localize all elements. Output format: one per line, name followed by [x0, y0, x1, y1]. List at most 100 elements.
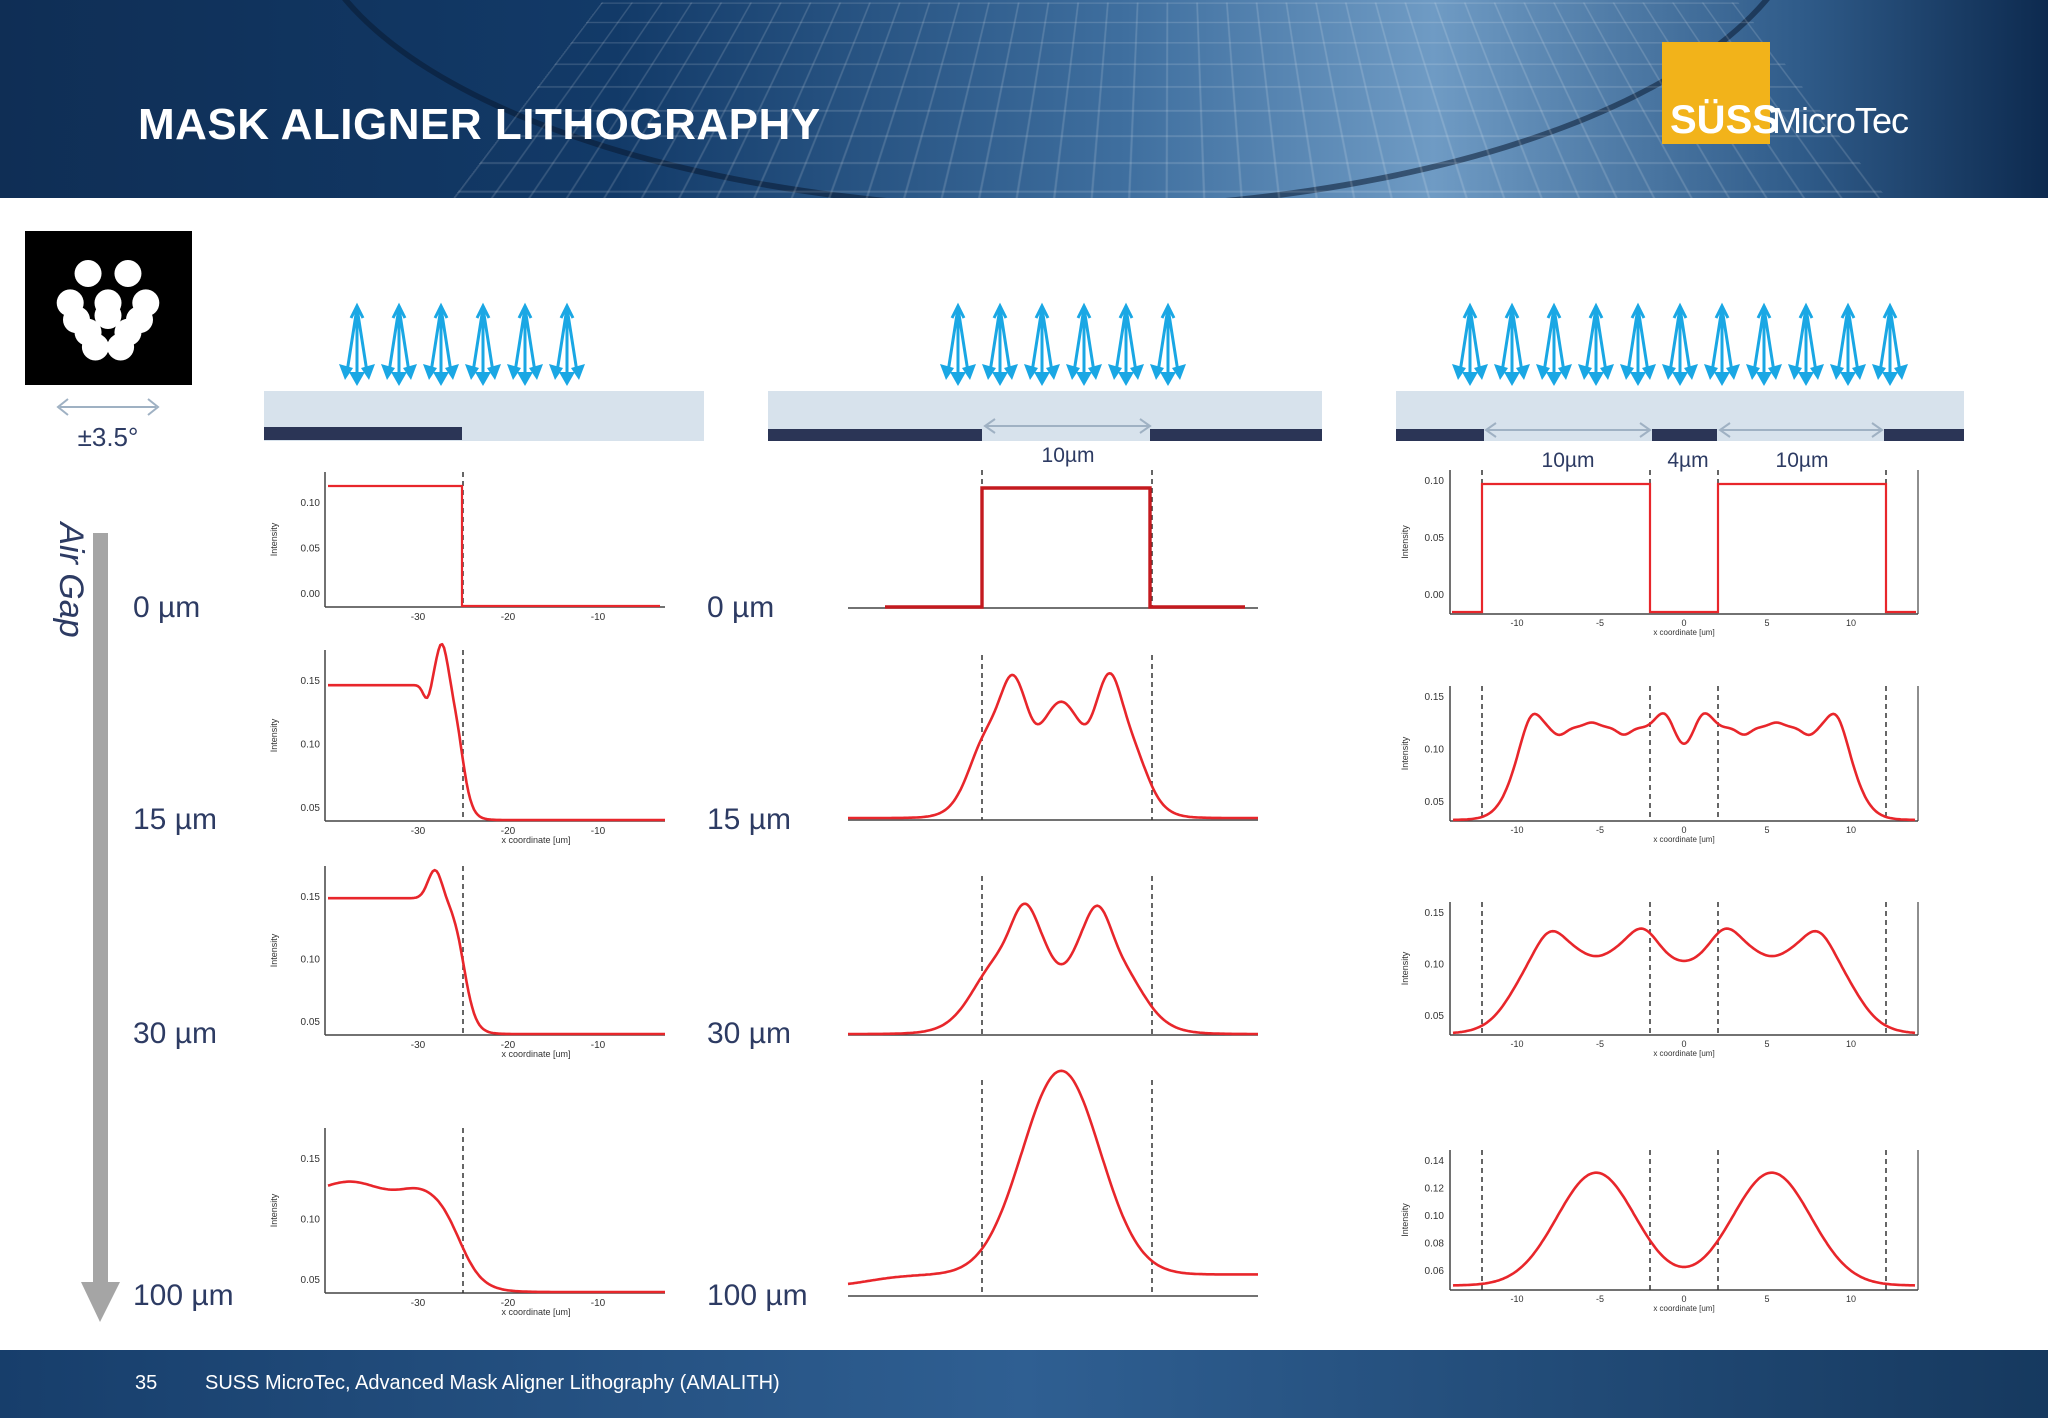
light-ray-head	[1160, 372, 1176, 386]
plot-left-ytick: 0.05	[301, 803, 321, 814]
light-arrow-mid	[1108, 306, 1144, 386]
plot-right-ytick: 0.10	[1425, 1211, 1445, 1222]
aperture-dot	[95, 302, 122, 329]
curve-mid-30um	[848, 904, 1258, 1034]
light-arrow-right	[1662, 306, 1698, 386]
plot-left-ylabel: Intensity	[269, 522, 279, 556]
plot-right-ytick: 0.06	[1425, 1266, 1445, 1277]
plot-left-xlabel: x coordinate [um]	[501, 1049, 570, 1059]
plot-right-ylabel: Intensity	[1400, 951, 1410, 985]
light-arrow-left	[423, 306, 459, 386]
light-arrow-right	[1704, 306, 1740, 386]
light-ray-head	[349, 372, 365, 386]
gap-label-mid: 100 µm	[707, 1279, 808, 1312]
light-ray-head	[1588, 372, 1604, 386]
light-arrow-right	[1746, 306, 1782, 386]
curve-right-15um	[1453, 713, 1915, 820]
plot-right-ytick: 0.10	[1425, 960, 1445, 971]
plot-right-xtick: -10	[1510, 825, 1523, 835]
plot-right-ytick: 0.12	[1425, 1184, 1445, 1195]
light-ray-head	[1504, 372, 1520, 386]
page-number: 35	[135, 1372, 157, 1395]
plot-right-xtick: 0	[1681, 618, 1686, 628]
plot-left-ytick: 0.00	[301, 589, 321, 600]
aperture-dot	[82, 334, 109, 361]
aperture-dot	[75, 260, 102, 287]
light-ray-head	[391, 372, 407, 386]
plot-right-ytick: 0.05	[1425, 533, 1445, 544]
plot-left-ylabel: Intensity	[269, 933, 279, 967]
light-ray-head	[1882, 372, 1898, 386]
plot-left-xtick: -10	[591, 612, 606, 623]
light-ray-head	[1630, 372, 1646, 386]
plot-left-xlabel: x coordinate [um]	[501, 1307, 570, 1317]
dim-right-b-label: 4µm	[1667, 449, 1708, 472]
light-arrow-mid	[940, 306, 976, 386]
curve-left-15um	[328, 644, 665, 820]
gap-label-left: 0 µm	[133, 591, 200, 624]
curve-mid-0um	[885, 488, 1245, 607]
light-arrow-left	[549, 306, 585, 386]
light-ray-head	[1034, 372, 1050, 386]
plot-left-ylabel: Intensity	[269, 718, 279, 752]
curve-right-30um	[1453, 929, 1915, 1033]
light-arrow-right	[1578, 306, 1614, 386]
plot-right-ylabel: Intensity	[1400, 736, 1410, 770]
light-ray-head	[1118, 372, 1134, 386]
light-arrow-right	[1620, 306, 1656, 386]
aperture-dot	[114, 260, 141, 287]
gap-label-left: 30 µm	[133, 1017, 217, 1050]
plot-right-xtick: -5	[1596, 1294, 1604, 1304]
plot-right-xtick: -10	[1510, 618, 1523, 628]
light-arrow-right	[1536, 306, 1572, 386]
light-arrow-left	[381, 306, 417, 386]
plot-left-xtick: -30	[411, 826, 426, 837]
curve-right-100um	[1453, 1173, 1915, 1286]
air-gap-label: Air Gap	[52, 520, 90, 637]
gap-label-left: 15 µm	[133, 803, 217, 836]
mask-chrome-mid-a	[768, 429, 982, 441]
plot-right-ytick: 0.05	[1425, 1011, 1445, 1022]
light-arrow-right	[1872, 306, 1908, 386]
light-arrow-mid	[1024, 306, 1060, 386]
footer-text: SUSS MicroTec, Advanced Mask Aligner Lit…	[205, 1372, 780, 1395]
plot-right-xtick: 10	[1846, 1039, 1856, 1049]
plot-left-xtick: -30	[411, 612, 426, 623]
air-gap-arrow-shaft	[93, 533, 108, 1285]
light-ray-head	[1076, 372, 1092, 386]
plot-left-ytick: 0.05	[301, 1017, 321, 1028]
plot-right-ytick: 0.15	[1425, 908, 1445, 919]
aperture-dot	[126, 306, 153, 333]
aperture-dot	[63, 306, 90, 333]
curve-left-100um	[328, 1182, 665, 1292]
light-ray-head	[950, 372, 966, 386]
mask-chrome-right-b	[1652, 429, 1717, 441]
plot-left-ytick: 0.10	[301, 1215, 321, 1226]
light-ray-head	[517, 372, 533, 386]
plot-right-ytick: 0.14	[1425, 1156, 1445, 1167]
angle-label: ±3.5°	[78, 422, 139, 452]
plot-right-ytick: 0.08	[1425, 1239, 1445, 1250]
light-ray-head	[1546, 372, 1562, 386]
plot-right-xtick: 5	[1764, 1039, 1769, 1049]
curve-right-0um	[1452, 484, 1916, 612]
plot-right-ytick: 0.05	[1425, 797, 1445, 808]
light-arrow-left	[465, 306, 501, 386]
plot-left-ytick: 0.15	[301, 1154, 321, 1165]
mask-chrome-right-a	[1396, 429, 1484, 441]
dim-mid-label: 10µm	[1042, 444, 1095, 467]
light-ray-head	[1462, 372, 1478, 386]
light-arrow-right	[1830, 306, 1866, 386]
plot-right-xtick: 10	[1846, 618, 1856, 628]
light-arrow-mid	[1066, 306, 1102, 386]
plot-left-ytick: 0.10	[301, 740, 321, 751]
plot-left-ylabel: Intensity	[269, 1193, 279, 1227]
dim-right-a-label: 10µm	[1542, 449, 1595, 472]
light-ray-head	[475, 372, 491, 386]
plot-right-xtick: 5	[1764, 618, 1769, 628]
light-arrow-left	[339, 306, 375, 386]
plot-left-xtick: -30	[411, 1040, 426, 1051]
plot-left-ytick: 0.05	[301, 1275, 321, 1286]
plot-right-xtick: 10	[1846, 825, 1856, 835]
